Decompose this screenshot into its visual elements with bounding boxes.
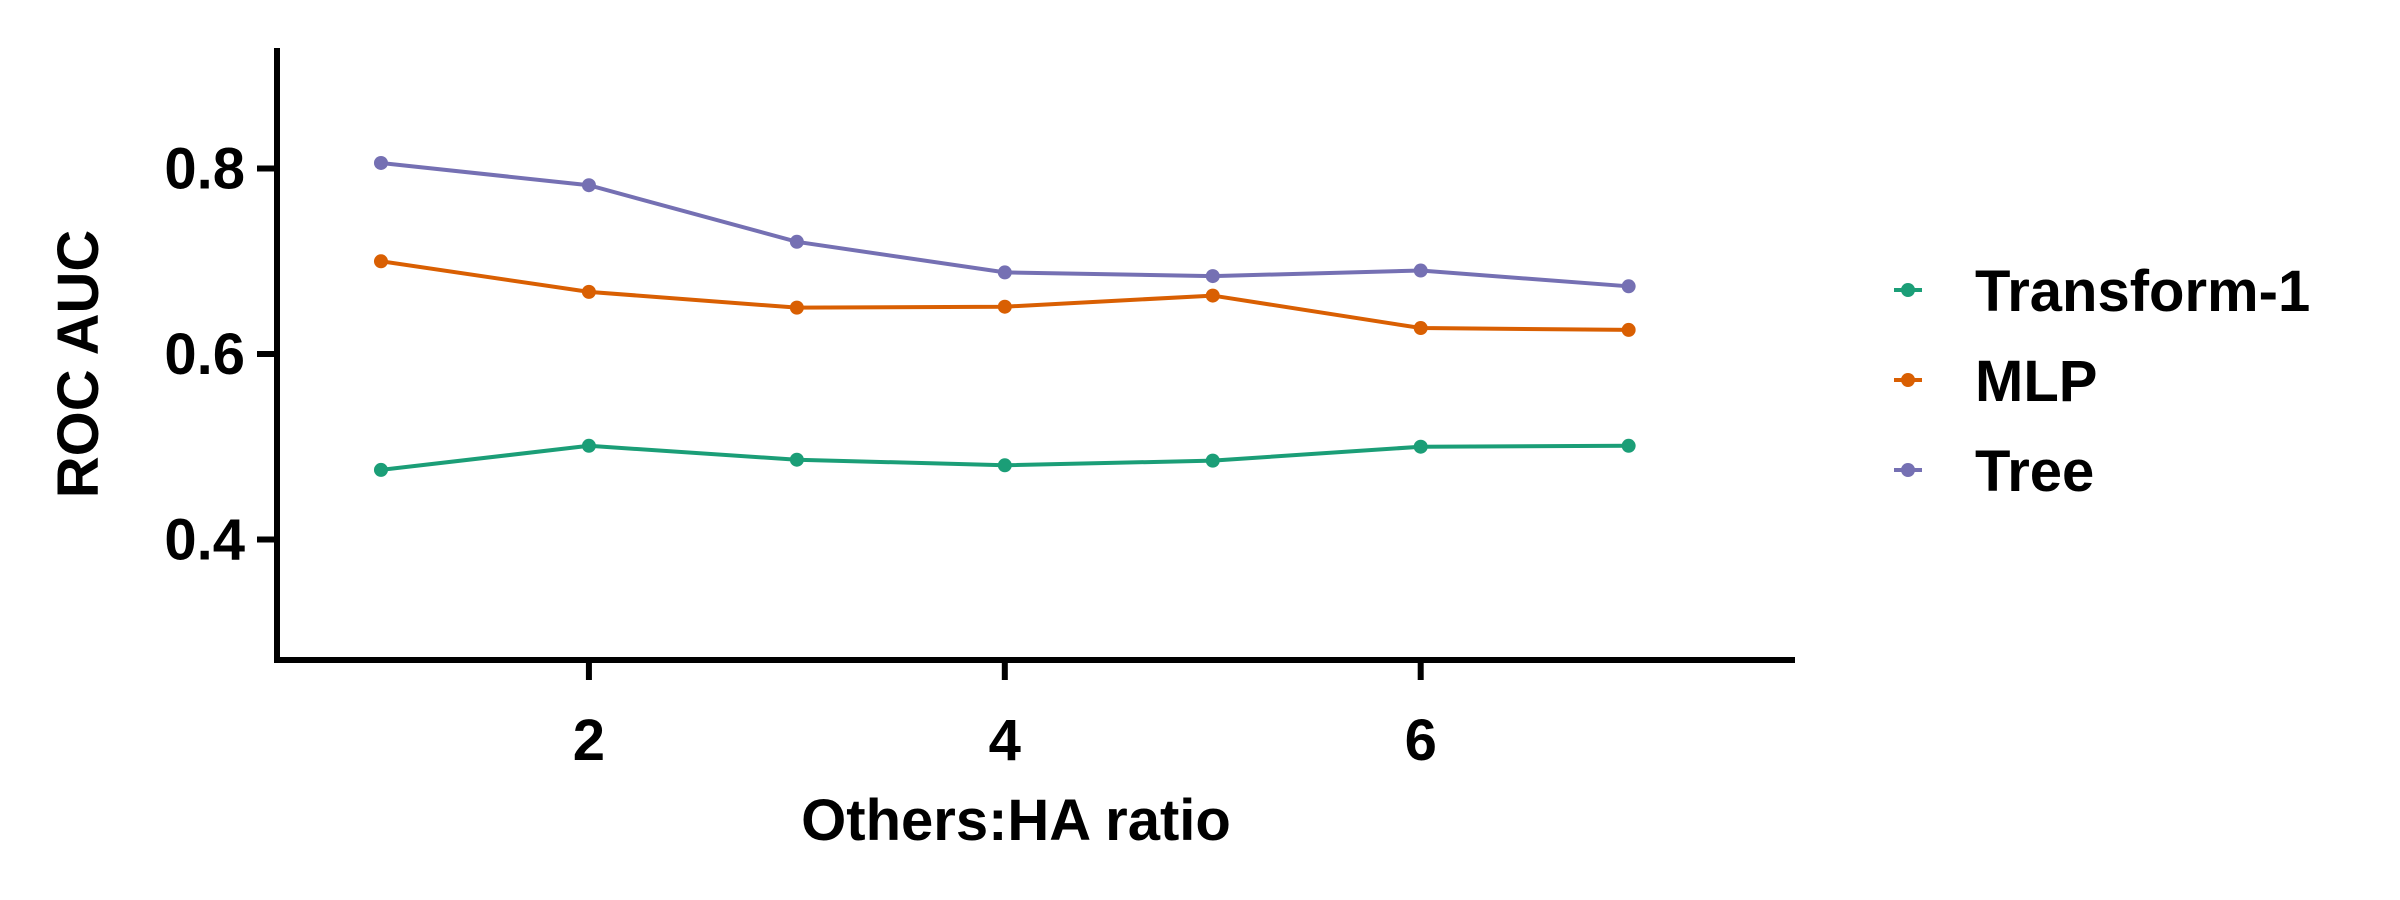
legend-item: MLP <box>1894 349 2097 414</box>
y-tick-label: 0.8 <box>164 137 245 202</box>
legend-swatch-marker <box>1901 283 1915 297</box>
legend-swatch-marker <box>1901 463 1915 477</box>
data-point <box>789 300 804 315</box>
plot-area <box>274 48 1795 663</box>
series-tree <box>373 155 1636 294</box>
data-point <box>1205 453 1220 468</box>
legend-item: Tree <box>1894 439 2094 504</box>
legend-label: MLP <box>1975 349 2097 414</box>
legend-label: Tree <box>1975 439 2094 504</box>
data-point <box>1413 321 1428 336</box>
x-tick-label: 4 <box>989 708 1021 773</box>
y-axis-title: ROC AUC <box>46 230 111 499</box>
data-point <box>997 265 1012 280</box>
x-tick-label: 2 <box>573 708 605 773</box>
data-point <box>789 234 804 249</box>
series-group <box>373 155 1636 477</box>
x-tick-label: 6 <box>1405 708 1437 773</box>
data-point <box>1621 279 1636 294</box>
legend-label: Transform-1 <box>1975 259 2310 324</box>
data-point <box>789 452 804 467</box>
data-point <box>373 155 388 170</box>
legend-item: Transform-1 <box>1894 259 2310 324</box>
data-point <box>997 299 1012 314</box>
data-point <box>1413 263 1428 278</box>
data-point <box>1413 439 1428 454</box>
series-mlp <box>373 254 1636 337</box>
x-axis-title: Others:HA ratio <box>801 788 1231 853</box>
y-tick-label: 0.6 <box>164 322 245 387</box>
y-axis-ticks: 0.4 0.6 0.8 <box>164 137 277 572</box>
data-point <box>581 438 596 453</box>
data-point <box>581 178 596 193</box>
data-point <box>1205 269 1220 284</box>
legend: Transform-1 MLP Tree <box>1894 259 2310 504</box>
data-point <box>373 254 388 269</box>
series-transform-1 <box>373 438 1636 477</box>
data-point <box>997 458 1012 473</box>
x-axis-ticks: 2 4 6 <box>573 660 1437 773</box>
legend-swatch-marker <box>1901 373 1915 387</box>
data-point <box>581 284 596 299</box>
data-point <box>373 462 388 477</box>
data-point <box>1205 288 1220 303</box>
y-tick-label: 0.4 <box>164 507 245 572</box>
data-point <box>1621 322 1636 337</box>
data-point <box>1621 438 1636 453</box>
